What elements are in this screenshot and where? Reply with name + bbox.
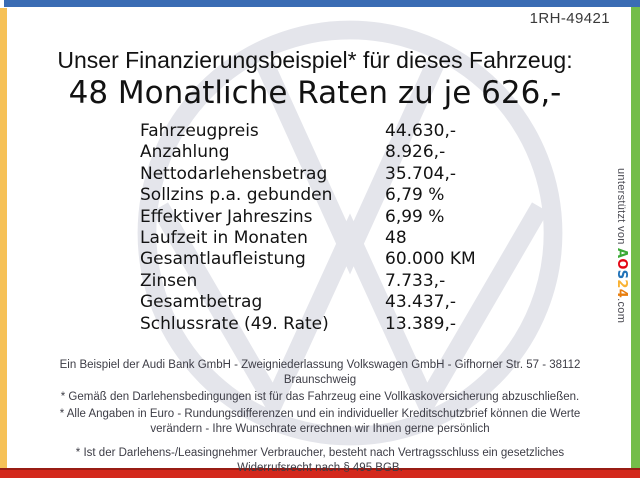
row-label: Fahrzeugpreis: [140, 121, 259, 141]
table-row: Gesamtlaufleistung 60.000 KM: [140, 249, 476, 270]
table-row: Nettodarlehensbetrag 35.704,-: [140, 164, 476, 185]
table-row: Zinsen 7.733,-: [140, 271, 476, 292]
row-value: 6,99 %: [385, 206, 445, 227]
row-label: Zinsen: [140, 270, 198, 291]
aos24-logo: A: [614, 248, 629, 259]
row-value: 7.733,-: [385, 270, 446, 291]
row-value: 6,79 %: [385, 185, 445, 206]
row-label: Effektiver Jahreszins: [140, 206, 313, 227]
credit-prefix: unterstützt von: [615, 168, 627, 249]
aos24-logo: 2: [614, 279, 629, 289]
table-row: Anzahlung 8.926,-: [140, 142, 476, 163]
footer-paragraph: * Alle Angaben in Euro - Rundungsdiffere…: [59, 407, 581, 435]
aos24-logo: 4: [614, 288, 629, 299]
row-label: Sollzins p.a. gebunden: [140, 185, 333, 206]
row-label: Gesamtbetrag: [140, 292, 263, 313]
row-value: 35.704,-: [385, 163, 457, 184]
footer-paragraph: Ein Beispiel der Audi Bank GmbH - Zweign…: [59, 359, 581, 386]
table-row: Fahrzeugpreis 44.630,-: [140, 121, 476, 142]
aos24-logo: S: [614, 269, 629, 280]
row-label: Anzahlung: [140, 142, 230, 163]
row-value: 44.630,-: [385, 121, 457, 141]
financing-table: Fahrzeugpreis 44.630,- Anzahlung 8.926,-…: [140, 121, 476, 335]
row-value: 13.389,-: [385, 313, 457, 334]
row-value: 43.437,-: [385, 292, 457, 313]
table-row: Effektiver Jahreszins 6,99 %: [140, 207, 476, 228]
row-label: Nettodarlehensbetrag: [140, 163, 328, 184]
table-row: Laufzeit in Monaten 48: [140, 228, 476, 249]
row-value: 48: [385, 227, 407, 248]
document-number: 1RH-49421: [529, 10, 610, 27]
frame-top-bar: [4, 0, 640, 7]
table-row: Sollzins p.a. gebunden 6,79 %: [140, 185, 476, 206]
table-row: Schlussrate (49. Rate) 13.389,-: [140, 314, 476, 335]
frame-right-bar: [631, 7, 640, 468]
frame-left-bar: [0, 8, 7, 468]
row-label: Schlussrate (49. Rate): [140, 313, 329, 334]
legal-footer: Ein Beispiel der Audi Bank GmbH - Zweign…: [42, 358, 598, 478]
supported-by-credit: unterstützt von AOS24.com: [614, 168, 629, 323]
table-row: Gesamtbetrag 43.437,-: [140, 292, 476, 313]
monthly-rate-headline: 48 Monatliche Raten zu je 626,-: [68, 75, 562, 111]
frame-bottom-bar: [0, 468, 640, 478]
credit-suffix: .com: [615, 298, 627, 324]
footer-paragraph: * Ist der Darlehens-/Leasingnehmer Verbr…: [75, 446, 565, 474]
page-title: Unser Finanzierungsbeispiel* für dieses …: [57, 47, 573, 73]
footer-paragraph: * Gemäß den Darlehensbedingungen ist für…: [60, 390, 580, 403]
vw-logo-watermark-icon: [134, 17, 566, 449]
row-label: Gesamtlaufleistung: [140, 249, 306, 270]
row-value: 8.926,-: [385, 142, 446, 163]
aos24-logo: O: [614, 258, 629, 270]
row-value: 60.000 KM: [385, 249, 476, 270]
row-label: Laufzeit in Monaten: [140, 227, 308, 248]
